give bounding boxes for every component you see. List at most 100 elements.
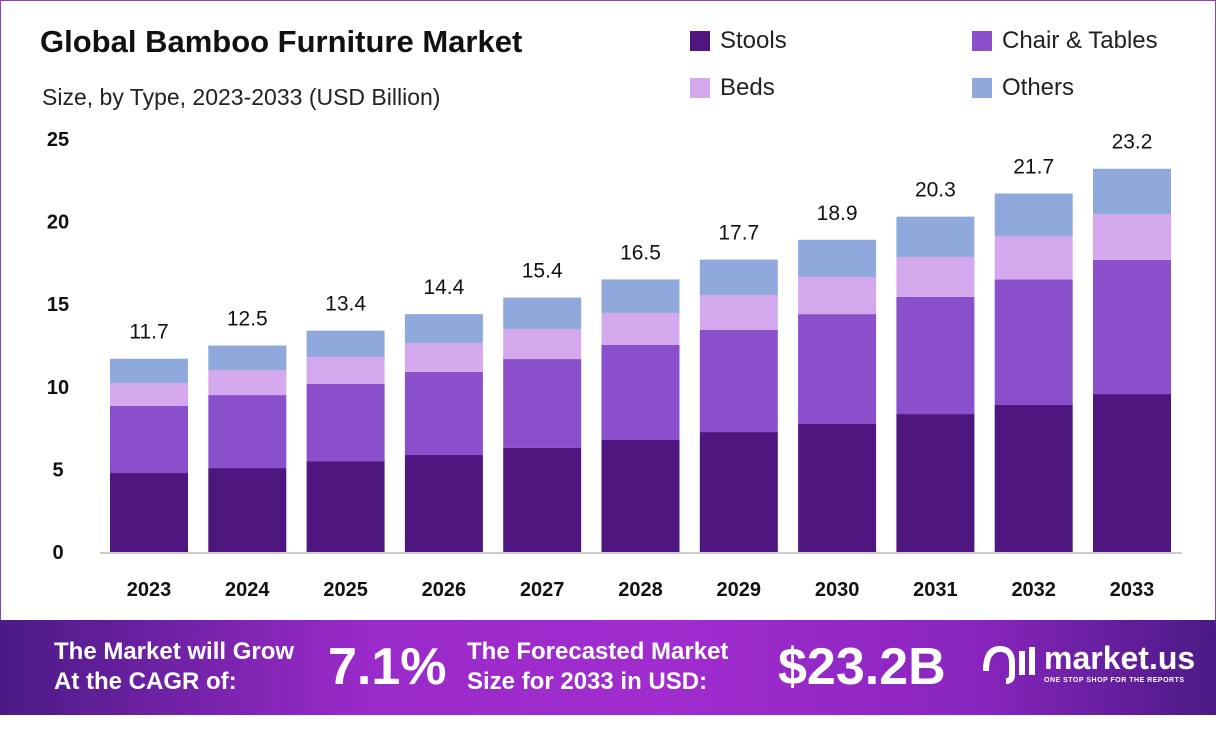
total-label: 21.7	[1013, 156, 1054, 179]
bar-segment-chair-tables	[1093, 259, 1171, 395]
legend-label: Beds	[720, 74, 775, 101]
cagr-label: The Market will Grow At the CAGR of:	[54, 637, 294, 697]
total-label: 18.9	[817, 202, 858, 225]
bar-segment-chair-tables	[306, 383, 385, 462]
total-label: 16.5	[620, 241, 661, 264]
bar-segment-chair-tables	[208, 395, 287, 469]
y-tick-label: 5	[52, 459, 63, 481]
total-label: 20.3	[915, 179, 956, 202]
bar-segment-stools	[404, 455, 483, 552]
bar-segment-stools	[699, 432, 778, 552]
total-label: 13.4	[325, 293, 366, 316]
cagr-text-1: The Market will Grow	[54, 638, 295, 665]
y-tick-label: 25	[47, 129, 69, 151]
x-tick-label: 2023	[127, 579, 172, 601]
legend-swatch	[690, 78, 710, 98]
forecast-text-2: Size for 2033 in USD:	[467, 668, 708, 695]
x-tick-label: 2031	[913, 579, 958, 601]
bar-segment-others	[896, 216, 975, 257]
bar-segment-others	[110, 358, 188, 384]
bar-segment-stools	[601, 439, 680, 552]
bar-segment-beds	[601, 312, 680, 346]
cagr-value: 7.1%	[328, 638, 447, 696]
y-tick-label: 15	[47, 294, 69, 316]
x-tick-label: 2027	[520, 579, 565, 601]
x-tick-label: 2030	[815, 579, 860, 601]
bar-segment-beds	[208, 370, 287, 396]
bar-segment-beds	[503, 328, 582, 360]
legend-stools: Stools	[690, 27, 787, 55]
bar-segment-stools	[110, 473, 188, 552]
x-tick-label: 2024	[225, 579, 270, 601]
bar-segment-others	[994, 193, 1073, 236]
bar-segment-chair-tables	[601, 345, 680, 440]
legend-label: Stools	[720, 27, 787, 54]
total-label: 12.5	[227, 308, 268, 331]
bar-segment-beds	[110, 383, 188, 406]
bar-chart: 051015202511.7202312.5202413.4202514.420…	[47, 129, 1182, 601]
bar-segment-stools	[896, 414, 975, 552]
bar-segment-stools	[503, 447, 582, 552]
bar-segment-beds	[699, 294, 778, 330]
legend-others: Others	[972, 74, 1074, 102]
legend-label: Others	[1002, 74, 1075, 101]
marketus-logo: market.us ONE STOP SHOP FOR THE REPORTS	[982, 640, 1195, 686]
logo-icon	[983, 645, 1035, 684]
bar-segment-chair-tables	[404, 371, 483, 456]
bar-segment-stools	[306, 461, 385, 552]
bar-segment-beds	[896, 256, 975, 297]
bar-segment-beds	[404, 343, 483, 372]
bar-segment-others	[1093, 168, 1171, 215]
bar-segment-others	[503, 297, 582, 329]
legend-chair-tables: Chair & Tables	[972, 27, 1158, 55]
x-tick-label: 2033	[1110, 579, 1155, 601]
chart-subtitle: Size, by Type, 2023-2033 (USD Billion)	[42, 84, 441, 110]
bar-segment-others	[798, 239, 877, 277]
x-tick-label: 2029	[717, 579, 762, 601]
legend-swatch	[972, 31, 992, 51]
legend-swatch	[972, 78, 992, 98]
logo-tagline: ONE STOP SHOP FOR THE REPORTS	[1044, 677, 1185, 684]
legend-beds: Beds	[690, 74, 775, 102]
bar-segment-beds	[994, 235, 1073, 280]
forecast-value: $23.2B	[778, 638, 946, 696]
forecast-label: The Forecasted Market Size for 2033 in US…	[467, 637, 728, 697]
logo-name: market.us	[1044, 640, 1196, 676]
bar-segment-chair-tables	[896, 296, 975, 415]
x-tick-label: 2028	[618, 579, 663, 601]
legend-swatch	[690, 31, 710, 51]
bar-segment-chair-tables	[699, 329, 778, 433]
x-tick-label: 2026	[422, 579, 467, 601]
total-label: 15.4	[522, 260, 563, 283]
bar-segment-beds	[1093, 214, 1171, 260]
legend-label: Chair & Tables	[1002, 27, 1158, 54]
y-tick-label: 0	[52, 542, 63, 564]
cagr-text-2: At the CAGR of:	[54, 668, 237, 695]
bar-segment-others	[208, 345, 287, 371]
y-tick-label: 10	[47, 377, 69, 399]
bar-segment-stools	[798, 423, 877, 552]
bar-segment-beds	[798, 276, 877, 315]
x-tick-label: 2025	[323, 579, 368, 601]
total-label: 14.4	[423, 276, 464, 299]
bar-segment-others	[699, 259, 778, 295]
total-label: 23.2	[1112, 131, 1153, 154]
footer-banner: The Market will Grow At the CAGR of: 7.1%…	[0, 620, 1216, 715]
bar-segment-others	[306, 330, 385, 358]
bar-segment-chair-tables	[994, 279, 1073, 405]
bar-segment-chair-tables	[798, 314, 877, 424]
bar-segment-beds	[306, 357, 385, 384]
y-tick-label: 20	[47, 212, 69, 234]
bar-segment-stools	[1093, 394, 1171, 552]
bar-segment-others	[601, 279, 680, 313]
total-label: 17.7	[718, 222, 759, 245]
bar-segment-chair-tables	[503, 359, 582, 448]
bar-segment-stools	[208, 468, 287, 552]
bar-segment-stools	[994, 404, 1073, 552]
chart-title: Global Bamboo Furniture Market	[40, 24, 523, 59]
bar-segment-chair-tables	[110, 405, 188, 474]
total-label: 11.7	[129, 321, 168, 344]
bar-segment-others	[404, 314, 483, 344]
forecast-text-1: The Forecasted Market	[467, 638, 729, 665]
x-tick-label: 2032	[1011, 579, 1056, 601]
